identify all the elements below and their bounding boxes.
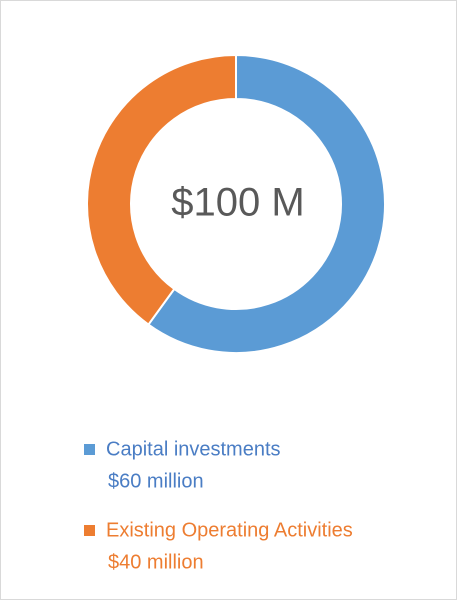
legend-swatch (84, 525, 95, 536)
legend-value: $60 million (108, 470, 204, 492)
legend-value: $40 million (108, 551, 204, 573)
legend-swatch (84, 444, 95, 455)
donut-segment (86, 53, 237, 326)
legend-label: Capital investments (106, 438, 281, 460)
donut-segment (147, 53, 386, 354)
legend-label: Existing Operating Activities (106, 519, 353, 541)
center-label: $100 M (171, 181, 304, 225)
